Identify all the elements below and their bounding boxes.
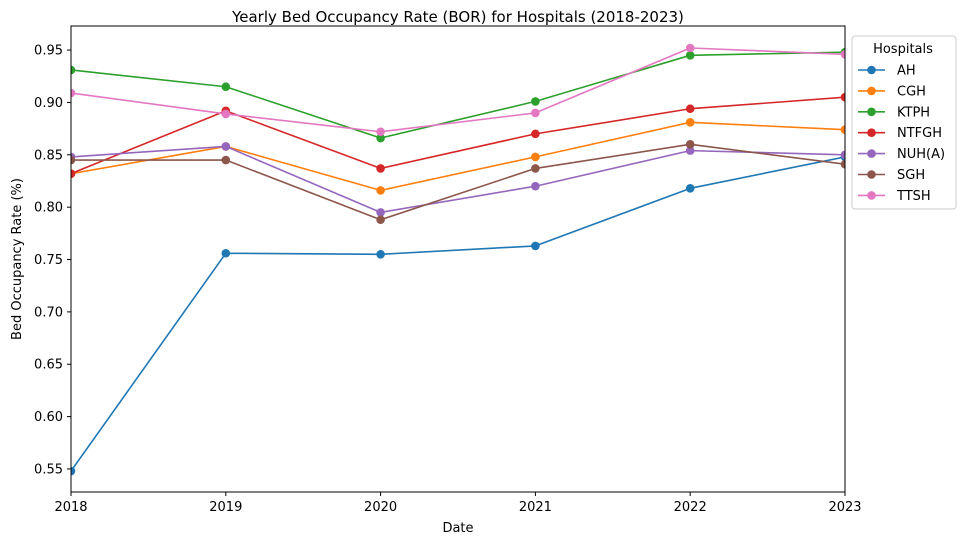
legend-item-sgh: SGH (858, 168, 925, 183)
legend-label: CGH (897, 84, 926, 99)
legend-swatch-marker (867, 65, 876, 75)
series-ktph (71, 47, 845, 143)
legend: Hospitals AH CGH KTPH NTFGH NUH(A) SGH TTSH (851, 35, 957, 210)
data-point-sgh (376, 215, 385, 225)
x-tick-label: 2018 (54, 500, 87, 515)
y-tick-label: 0.80 (34, 201, 63, 216)
data-point-ah (376, 249, 385, 259)
data-point-ntfgh (685, 104, 695, 114)
series-cgh (71, 118, 845, 195)
legend-item-ktph: KTPH (858, 105, 930, 120)
legend-box (851, 35, 957, 210)
data-point-cgh (840, 125, 845, 134)
legend-item-ah: AH (858, 64, 916, 79)
data-point-nuh-a (685, 146, 695, 155)
data-point-ttsh (685, 43, 695, 53)
x-tick-label: 2019 (209, 500, 242, 515)
legend-swatch-marker (867, 191, 876, 200)
y-tick-label: 0.85 (34, 148, 63, 163)
plot-frame (70, 25, 846, 493)
series-line-sgh (71, 143, 845, 221)
data-point-ttsh (531, 108, 540, 118)
x-axis-label: Date (442, 521, 473, 536)
x-tick-label: 2023 (828, 500, 861, 515)
series-ah (71, 152, 845, 476)
series-line-ktph (71, 51, 845, 139)
y-tick-label: 0.90 (34, 96, 63, 111)
legend-label: AH (897, 64, 916, 79)
legend-item-ttsh: TTSH (858, 189, 931, 204)
data-point-ttsh (840, 49, 845, 59)
legend-label: NTFGH (897, 126, 942, 141)
data-point-nuh-a (840, 150, 845, 160)
legend-item-nuh-a: NUH(A) (858, 147, 945, 162)
data-point-sgh (840, 159, 845, 169)
x-tick-label: 2020 (364, 500, 397, 515)
data-point-nuh-a (376, 208, 385, 217)
data-point-ktph (221, 82, 231, 92)
legend-label: NUH(A) (897, 147, 945, 162)
legend-swatch-marker (867, 128, 876, 137)
y-tick-label: 0.70 (34, 305, 63, 320)
legend-label: SGH (897, 168, 925, 183)
data-point-ktph (685, 51, 695, 60)
data-point-ktph (71, 65, 76, 75)
series-ntfgh (71, 92, 845, 178)
legend-swatch-marker (867, 86, 876, 96)
data-point-sgh (71, 155, 76, 165)
data-point-nuh-a (531, 181, 540, 191)
series-line-ttsh (71, 47, 845, 133)
x-tick-label: 2021 (519, 500, 552, 515)
y-tick-label: 0.55 (34, 462, 63, 477)
data-point-ttsh (221, 109, 231, 119)
data-point-ntfgh (840, 92, 845, 102)
data-point-cgh (685, 118, 695, 127)
series-sgh (71, 140, 845, 225)
y-tick-label: 0.95 (34, 44, 63, 59)
legend-item-cgh: CGH (858, 84, 926, 99)
data-point-nuh-a (221, 142, 231, 151)
legend-swatch-marker (867, 149, 876, 158)
legend-label: KTPH (897, 105, 930, 120)
data-point-ah (685, 184, 695, 193)
data-point-ktph (531, 97, 540, 106)
chart-title: Yearly Bed Occupancy Rate (BOR) for Hosp… (231, 8, 684, 26)
legend-item-ntfgh: NTFGH (858, 126, 942, 141)
data-point-sgh (531, 164, 540, 173)
series-line-ntfgh (71, 96, 845, 175)
data-point-ttsh (71, 88, 76, 98)
y-axis-label: Bed Occupancy Rate (%) (10, 178, 25, 340)
data-point-ah (71, 466, 76, 476)
data-point-ah (531, 241, 540, 251)
data-point-cgh (531, 152, 540, 162)
x-tick-label: 2022 (674, 500, 707, 515)
series-ttsh (71, 43, 845, 137)
y-tick-label: 0.75 (34, 253, 63, 268)
data-point-sgh (221, 155, 231, 165)
series-line-nuh-a (71, 145, 845, 214)
y-tick-label: 0.60 (34, 410, 63, 425)
y-tick-label: 0.65 (34, 358, 63, 373)
data-point-ah (221, 248, 231, 258)
series-line-cgh (71, 121, 845, 192)
legend-swatch-marker (867, 170, 876, 179)
data-point-sgh (685, 140, 695, 149)
data-point-ktph (376, 133, 385, 143)
data-point-ntfgh (376, 164, 385, 173)
data-point-cgh (376, 186, 385, 195)
legend-swatch-marker (867, 107, 876, 117)
legend-title: Hospitals (873, 42, 933, 57)
data-point-ttsh (376, 127, 385, 137)
data-point-ntfgh (71, 169, 76, 178)
data-point-ntfgh (531, 129, 540, 139)
series-line-ah (71, 156, 845, 472)
legend-label: TTSH (896, 189, 931, 204)
